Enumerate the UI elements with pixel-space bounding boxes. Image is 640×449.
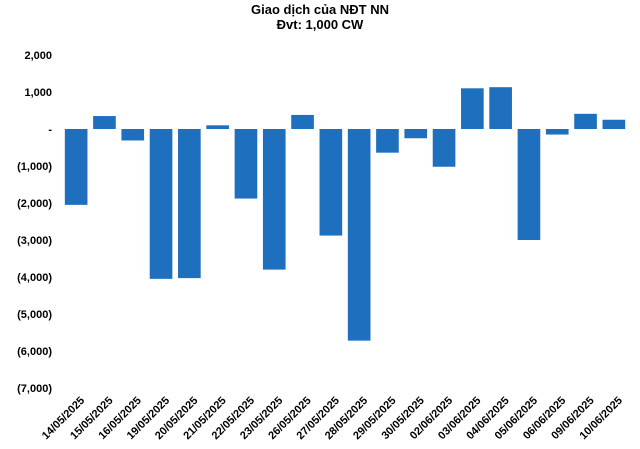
bar <box>93 116 116 129</box>
chart-subtitle: Đvt: 1,000 CW <box>276 17 364 32</box>
bar <box>404 129 428 139</box>
y-tick-label: - <box>48 124 52 136</box>
y-tick-label: 1,000 <box>24 87 52 99</box>
bar <box>347 129 371 341</box>
bar <box>121 129 145 141</box>
bar <box>574 113 597 129</box>
y-tick-label: (5,000) <box>17 309 52 321</box>
bar <box>517 129 541 240</box>
y-tick-label: (1,000) <box>17 161 52 173</box>
y-tick-label: (4,000) <box>17 272 52 284</box>
bar <box>149 129 173 279</box>
bar <box>206 125 229 129</box>
bar <box>489 87 512 129</box>
chart-title: Giao dịch của NĐT NN <box>251 2 389 17</box>
bar <box>291 114 314 129</box>
bar <box>234 129 258 199</box>
bar <box>545 129 569 135</box>
y-tick-label: (6,000) <box>17 346 52 358</box>
bar <box>432 129 456 167</box>
bar <box>64 129 88 205</box>
y-tick-label: (7,000) <box>17 383 52 395</box>
bar <box>376 129 399 153</box>
y-tick-label: (3,000) <box>17 235 52 247</box>
bar <box>319 129 343 236</box>
bar <box>262 129 286 270</box>
y-tick-label: (2,000) <box>17 198 52 210</box>
bar <box>461 88 484 129</box>
y-tick-label: 2,000 <box>24 50 52 62</box>
bar <box>602 119 626 129</box>
bar <box>178 129 201 279</box>
